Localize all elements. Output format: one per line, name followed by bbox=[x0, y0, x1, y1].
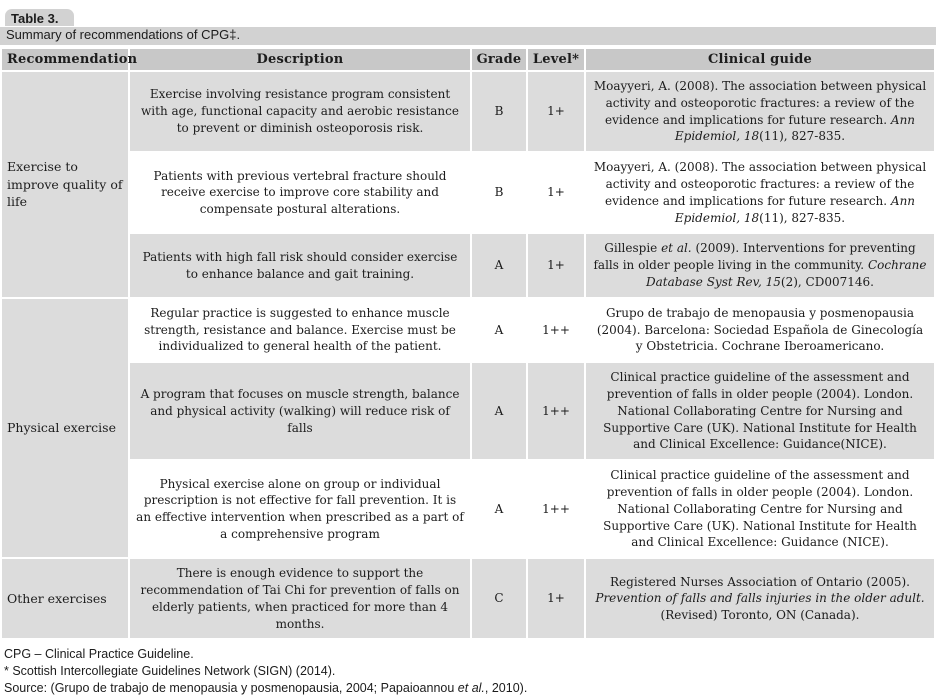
level-cell: 1++ bbox=[528, 298, 584, 362]
clinical-guide-cell: Moayyeri, A. (2008). The association bet… bbox=[586, 153, 934, 233]
footnotes: CPG – Clinical Practice Guideline. * Sco… bbox=[0, 640, 936, 696]
col-header-description: Description bbox=[130, 49, 470, 70]
footnote-source: Source: (Grupo de trabajo de menopausia … bbox=[4, 681, 528, 696]
col-header-recommendation: Recommendation bbox=[2, 49, 137, 70]
description-cell: There is enough evidence to support the … bbox=[130, 559, 470, 639]
table-row: Physical exercise Regular practice is sug… bbox=[2, 298, 934, 558]
table-number-label: Table 3. bbox=[5, 9, 75, 26]
level-cell: 1++ bbox=[528, 461, 584, 558]
col-header-level: Level* bbox=[528, 49, 584, 70]
description-cell: Physical exercise alone on group or indi… bbox=[130, 461, 470, 558]
col-header-grade: Grade bbox=[472, 49, 526, 70]
table-row: Other exercises There is enough evidence … bbox=[2, 559, 934, 639]
clinical-guide-cell: Clinical practice guideline of the asses… bbox=[586, 363, 934, 460]
footnote-cpg: CPG – Clinical Practice Guideline. bbox=[4, 647, 194, 662]
grade-cell: A bbox=[472, 363, 526, 460]
recommendation-cell: Physical exercise bbox=[2, 298, 128, 558]
table-row: Exercise to improve quality of life Exerc… bbox=[2, 72, 934, 297]
table-row: Patients with previous vertebral fractur… bbox=[2, 153, 934, 233]
clinical-guide-cell: Clinical practice guideline of the asses… bbox=[586, 461, 934, 558]
grade-cell: B bbox=[472, 153, 526, 233]
recommendation-cell: Exercise to improve quality of life bbox=[2, 72, 128, 297]
clinical-guide-cell: Moayyeri, A. (2008). The association bet… bbox=[586, 72, 934, 152]
level-cell: 1+ bbox=[528, 153, 584, 233]
level-cell: 1++ bbox=[528, 363, 584, 460]
table-caption: Summary of recommendations of CPG‡. bbox=[0, 27, 936, 45]
table-row: Physical exercise alone on group or indi… bbox=[2, 461, 934, 558]
grade-cell: A bbox=[472, 298, 526, 362]
description-cell: A program that focuses on muscle strengt… bbox=[130, 363, 470, 460]
grade-cell: A bbox=[472, 234, 526, 297]
col-header-clinical-guide: Clinical guide bbox=[586, 49, 934, 70]
clinical-guide-cell: Registered Nurses Association of Ontario… bbox=[586, 559, 934, 639]
description-cell: Patients with high fall risk should cons… bbox=[130, 234, 470, 297]
footnote-sign: * Scottish Intercollegiate Guidelines Ne… bbox=[4, 664, 336, 679]
description-cell: Exercise involving resistance program co… bbox=[130, 72, 470, 152]
recommendations-table: Recommendation Description Grade Level* … bbox=[0, 47, 936, 640]
level-cell: 1+ bbox=[528, 72, 584, 152]
table-body: Exercise to improve quality of life Exerc… bbox=[2, 72, 934, 639]
description-cell: Patients with previous vertebral fractur… bbox=[130, 153, 470, 233]
grade-cell: A bbox=[472, 461, 526, 558]
description-cell: Regular practice is suggested to enhance… bbox=[130, 298, 470, 362]
table-row: A program that focuses on muscle strengt… bbox=[2, 363, 934, 460]
recommendation-cell: Other exercises bbox=[2, 559, 128, 639]
table-row: Patients with high fall risk should cons… bbox=[2, 234, 934, 297]
level-cell: 1+ bbox=[528, 559, 584, 639]
grade-cell: B bbox=[472, 72, 526, 152]
grade-cell: C bbox=[472, 559, 526, 639]
clinical-guide-cell: Grupo de trabajo de menopausia y posmeno… bbox=[586, 298, 934, 362]
level-cell: 1+ bbox=[528, 234, 584, 297]
table-header-row: Recommendation Description Grade Level* … bbox=[2, 49, 934, 70]
clinical-guide-cell: Gillespie et al. (2009). Interventions f… bbox=[586, 234, 934, 297]
